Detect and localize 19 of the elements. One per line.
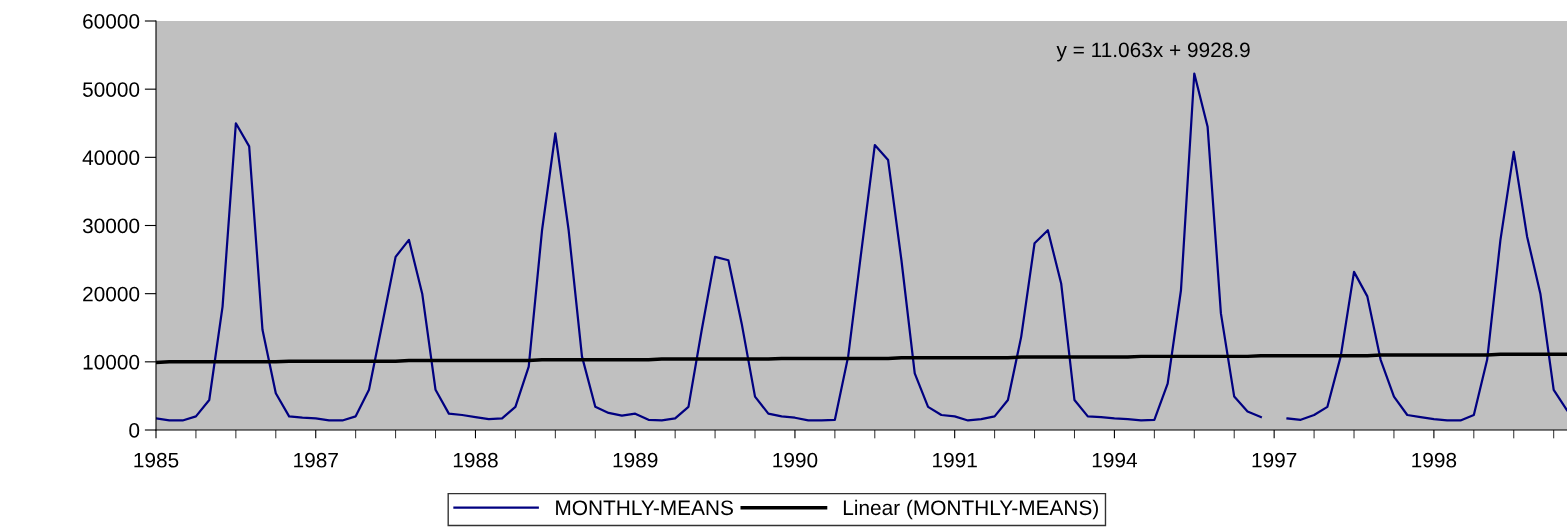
x-tick-label: 1998 (1412, 452, 1457, 468)
x-tick-label: 1994 (1092, 452, 1137, 468)
legend-label: Linear (MONTHLY-MEANS) (843, 499, 1098, 520)
x-tick-label: 1990 (773, 452, 818, 468)
y-tick-label: 10000 (83, 354, 140, 370)
y-tick-label: 20000 (83, 286, 140, 302)
x-tick-label: 1989 (613, 452, 658, 468)
y-tick-label: 40000 (82, 150, 140, 166)
x-tick-label: 1997 (1252, 452, 1297, 468)
x-tick-label: 1985 (134, 452, 179, 468)
legend-label: MONTHLY-MEANS (556, 500, 733, 516)
x-tick-label: 1988 (453, 452, 498, 468)
y-tick-label: 30000 (82, 218, 140, 234)
annotation: y = 11.063x + 9928.9 (1056, 42, 1250, 62)
x-tick-label: 1987 (294, 452, 338, 468)
x-tick-label: 1991 (933, 452, 977, 468)
y-tick-label: 0 (129, 423, 140, 438)
y-tick-label: 60000 (83, 14, 140, 29)
y-tick-label: 50000 (82, 82, 140, 97)
